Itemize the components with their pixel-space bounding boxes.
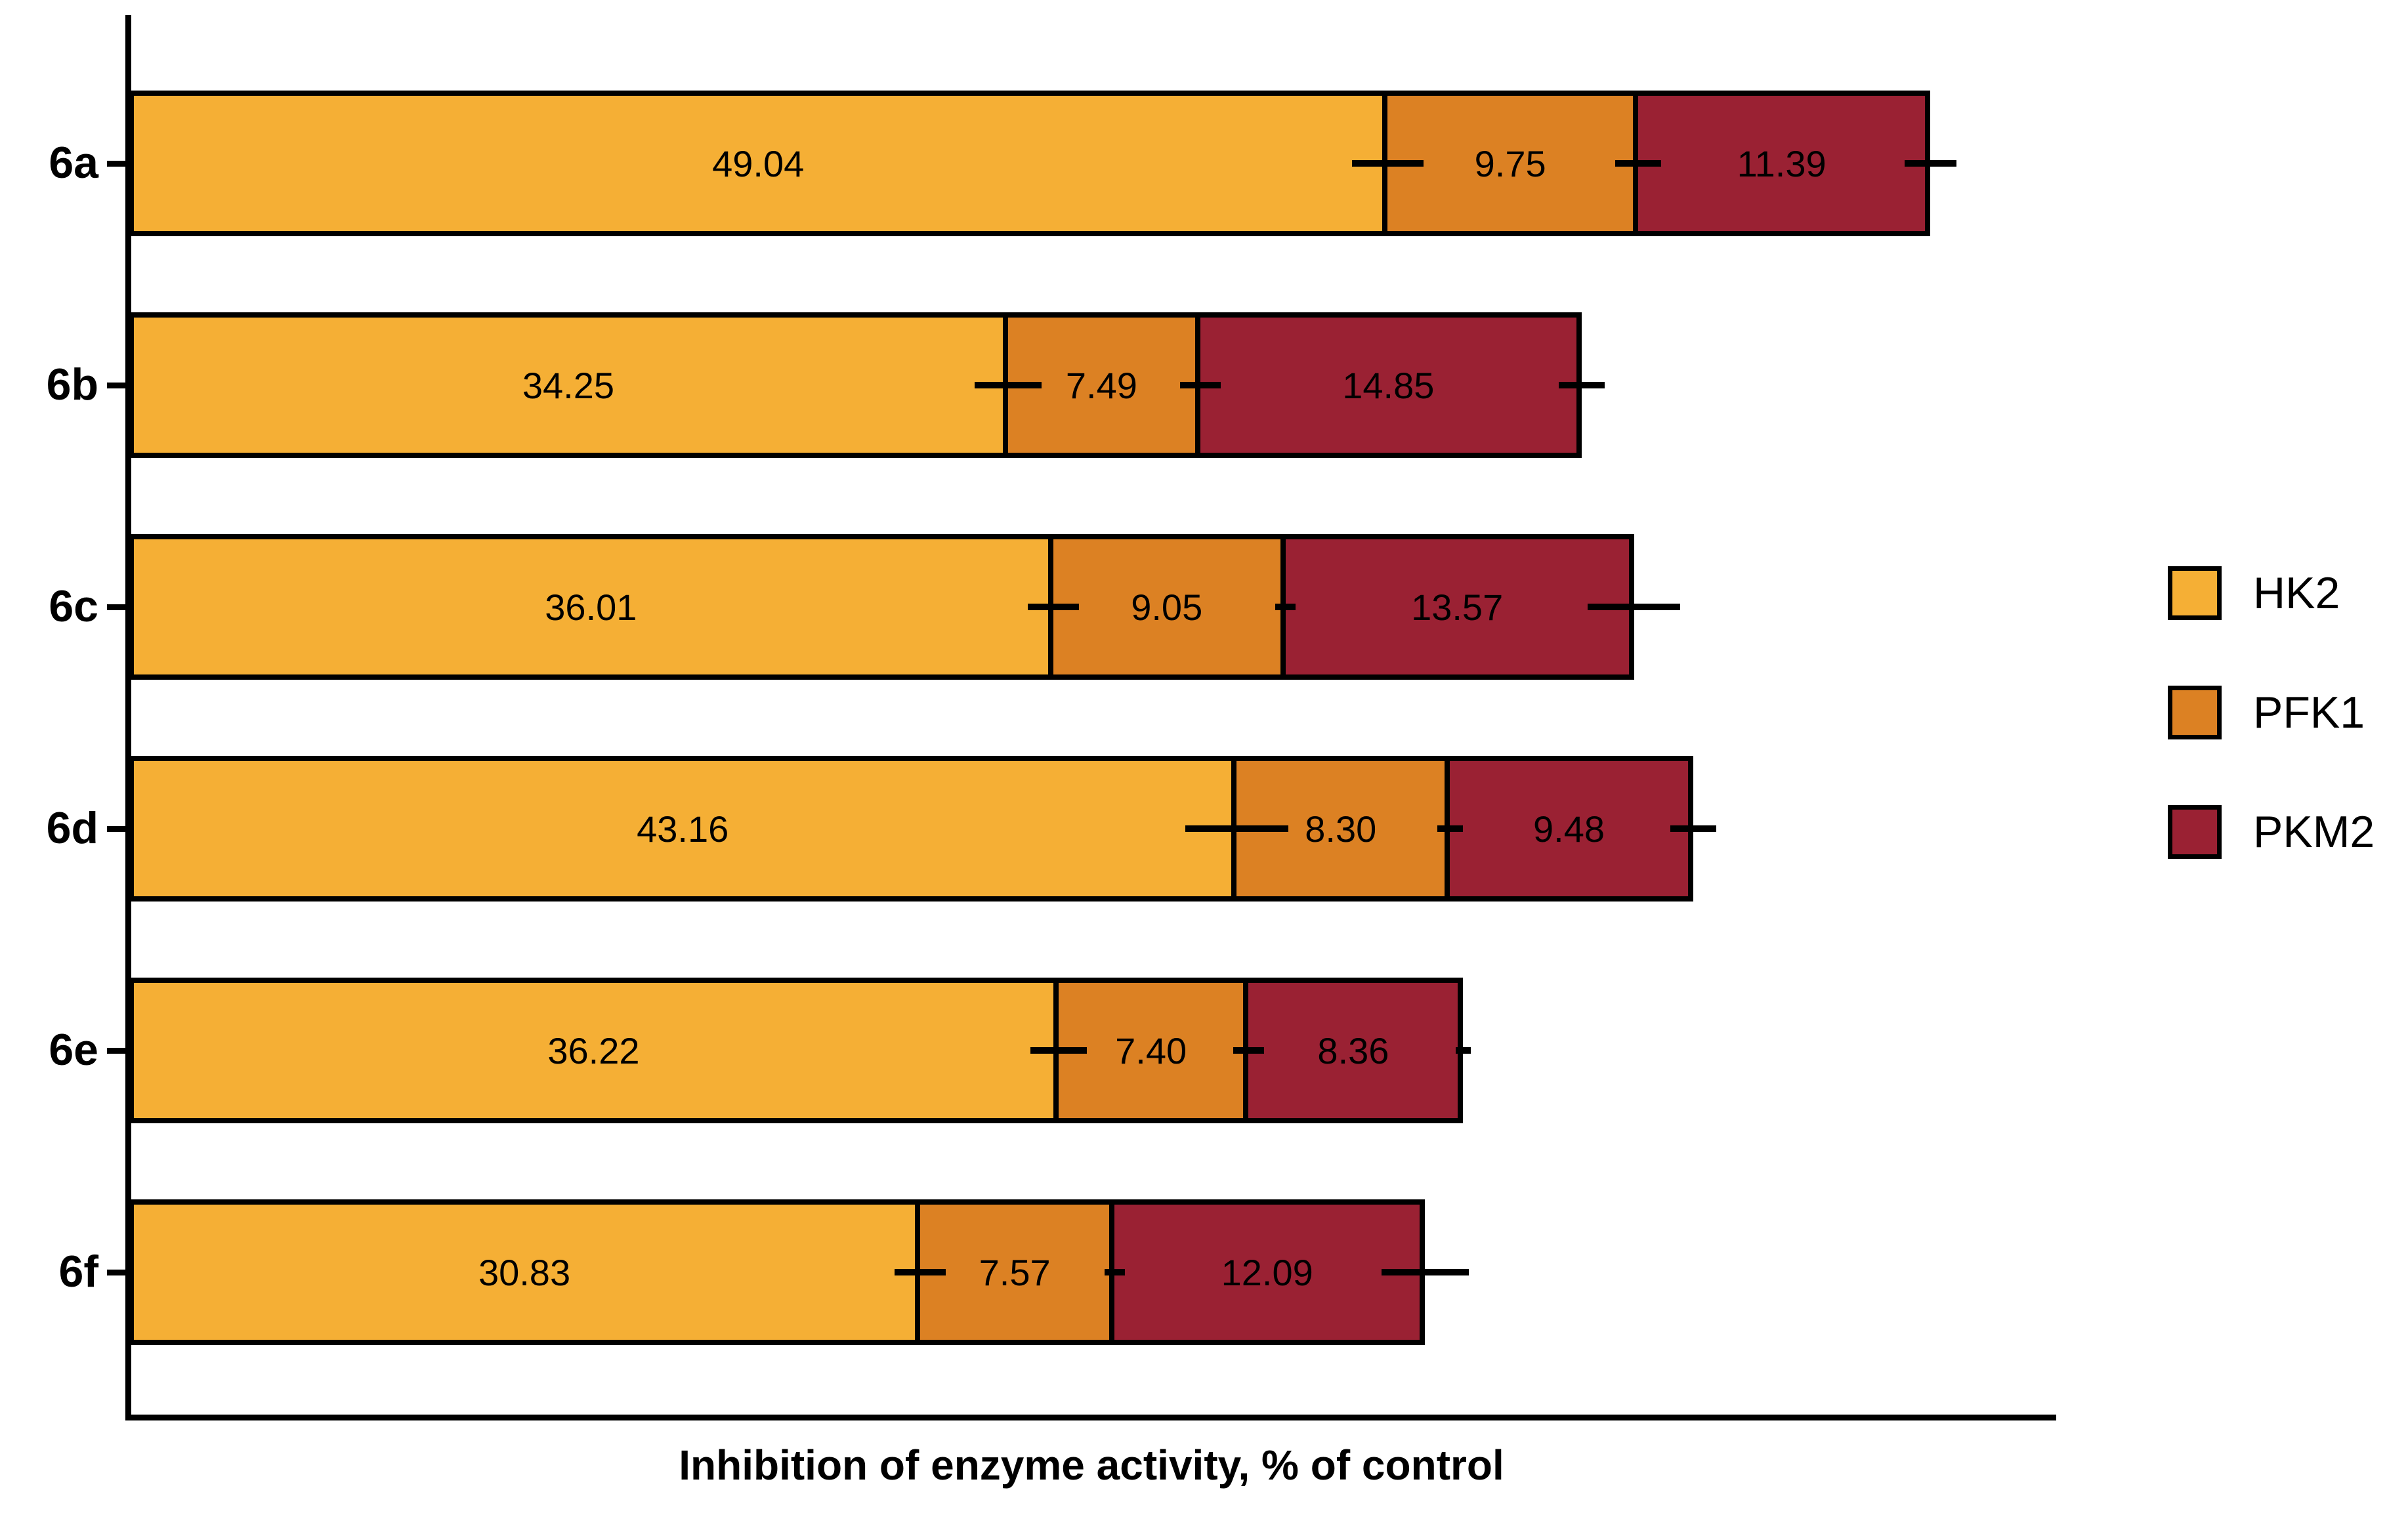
value-label-6a-PFK1: 9.75 bbox=[1474, 142, 1546, 184]
legend-label-PFK1: PFK1 bbox=[2253, 688, 2365, 737]
category-label-6d: 6d bbox=[46, 803, 98, 853]
error-bar-6a-PFK1 bbox=[1615, 160, 1662, 167]
legend-label-HK2: HK2 bbox=[2253, 568, 2340, 618]
legend-label-PKM2: PKM2 bbox=[2253, 807, 2375, 857]
error-bar-6d-PFK1 bbox=[1437, 825, 1463, 832]
error-bar-6b-HK2 bbox=[975, 382, 1042, 388]
category-label-6a: 6a bbox=[49, 138, 98, 188]
value-label-6a-PKM2: 11.39 bbox=[1737, 142, 1827, 184]
value-label-6c-PKM2: 13.57 bbox=[1411, 586, 1504, 628]
value-label-6e-PKM2: 8.36 bbox=[1317, 1029, 1389, 1071]
bar-segment-6b-PKM2: 14.85 bbox=[1194, 312, 1582, 458]
y-tick-6d bbox=[107, 826, 129, 832]
y-tick-6a bbox=[107, 161, 129, 167]
value-label-6c-PFK1: 9.05 bbox=[1131, 586, 1203, 628]
bar-segment-6c-PFK1: 9.05 bbox=[1047, 534, 1286, 680]
value-label-6d-HK2: 43.16 bbox=[637, 808, 729, 850]
error-bar-6f-HK2 bbox=[894, 1269, 946, 1275]
y-tick-6c bbox=[107, 604, 129, 610]
legend-swatch-PFK1 bbox=[2168, 686, 2222, 739]
value-label-6f-HK2: 30.83 bbox=[478, 1251, 571, 1293]
legend-item-PKM2: PKM2 bbox=[2168, 805, 2375, 859]
legend-swatch-PKM2 bbox=[2168, 805, 2222, 859]
bar-segment-6f-HK2: 30.83 bbox=[129, 1199, 921, 1345]
bar-segment-6a-PFK1: 9.75 bbox=[1382, 91, 1638, 236]
value-label-6f-PFK1: 7.57 bbox=[979, 1251, 1051, 1293]
error-bar-6b-PFK1 bbox=[1179, 382, 1221, 388]
value-label-6e-HK2: 36.22 bbox=[547, 1029, 640, 1071]
bar-segment-6b-HK2: 34.25 bbox=[129, 312, 1008, 458]
value-label-6b-HK2: 34.25 bbox=[522, 364, 614, 406]
legend-item-PFK1: PFK1 bbox=[2168, 686, 2365, 739]
y-tick-6e bbox=[107, 1048, 129, 1054]
value-label-6a-HK2: 49.04 bbox=[712, 142, 805, 184]
legend-item-HK2: HK2 bbox=[2168, 566, 2340, 620]
error-bar-6c-PFK1 bbox=[1275, 604, 1296, 610]
value-label-6f-PKM2: 12.09 bbox=[1221, 1251, 1313, 1293]
value-label-6d-PFK1: 8.30 bbox=[1305, 808, 1377, 850]
bar-segment-6d-HK2: 43.16 bbox=[129, 756, 1237, 902]
error-bar-6d-PKM2 bbox=[1670, 825, 1717, 832]
error-bar-6c-PKM2 bbox=[1588, 604, 1681, 610]
category-label-6b: 6b bbox=[46, 360, 98, 409]
legend-swatch-HK2 bbox=[2168, 566, 2222, 620]
error-bar-6d-HK2 bbox=[1185, 825, 1288, 832]
value-label-6b-PFK1: 7.49 bbox=[1065, 364, 1137, 406]
bar-segment-6e-HK2: 36.22 bbox=[129, 978, 1059, 1123]
error-bar-6c-HK2 bbox=[1027, 604, 1079, 610]
error-bar-6e-PFK1 bbox=[1233, 1047, 1264, 1054]
y-axis-line bbox=[125, 15, 131, 1420]
error-bar-6a-HK2 bbox=[1351, 160, 1424, 167]
bar-segment-6c-PKM2: 13.57 bbox=[1280, 534, 1634, 680]
value-label-6c-HK2: 36.01 bbox=[545, 586, 637, 628]
value-label-6b-PKM2: 14.85 bbox=[1342, 364, 1435, 406]
category-label-6e: 6e bbox=[49, 1025, 98, 1075]
y-tick-6f bbox=[107, 1270, 129, 1275]
bar-segment-6c-HK2: 36.01 bbox=[129, 534, 1053, 680]
bar-segment-6a-HK2: 49.04 bbox=[129, 91, 1388, 236]
error-bar-6f-PKM2 bbox=[1381, 1269, 1469, 1275]
error-bar-6e-PKM2 bbox=[1455, 1047, 1471, 1054]
value-label-6d-PKM2: 9.48 bbox=[1533, 808, 1605, 850]
category-label-6c: 6c bbox=[49, 581, 98, 631]
error-bar-6b-PKM2 bbox=[1558, 382, 1605, 388]
x-axis-line bbox=[125, 1415, 2056, 1420]
bar-segment-6a-PKM2: 11.39 bbox=[1632, 91, 1931, 236]
bar-segment-6d-PKM2: 9.48 bbox=[1445, 756, 1693, 902]
error-bar-6f-PFK1 bbox=[1104, 1269, 1125, 1275]
category-label-6f: 6f bbox=[58, 1247, 98, 1296]
x-axis-title: Inhibition of enzyme activity, % of cont… bbox=[679, 1441, 1504, 1489]
error-bar-6e-HK2 bbox=[1030, 1047, 1087, 1054]
bar-segment-6f-PKM2: 12.09 bbox=[1109, 1199, 1426, 1345]
value-label-6e-PFK1: 7.40 bbox=[1115, 1029, 1187, 1071]
error-bar-6a-PKM2 bbox=[1905, 160, 1956, 167]
y-tick-6b bbox=[107, 383, 129, 388]
bar-segment-6e-PKM2: 8.36 bbox=[1243, 978, 1464, 1123]
